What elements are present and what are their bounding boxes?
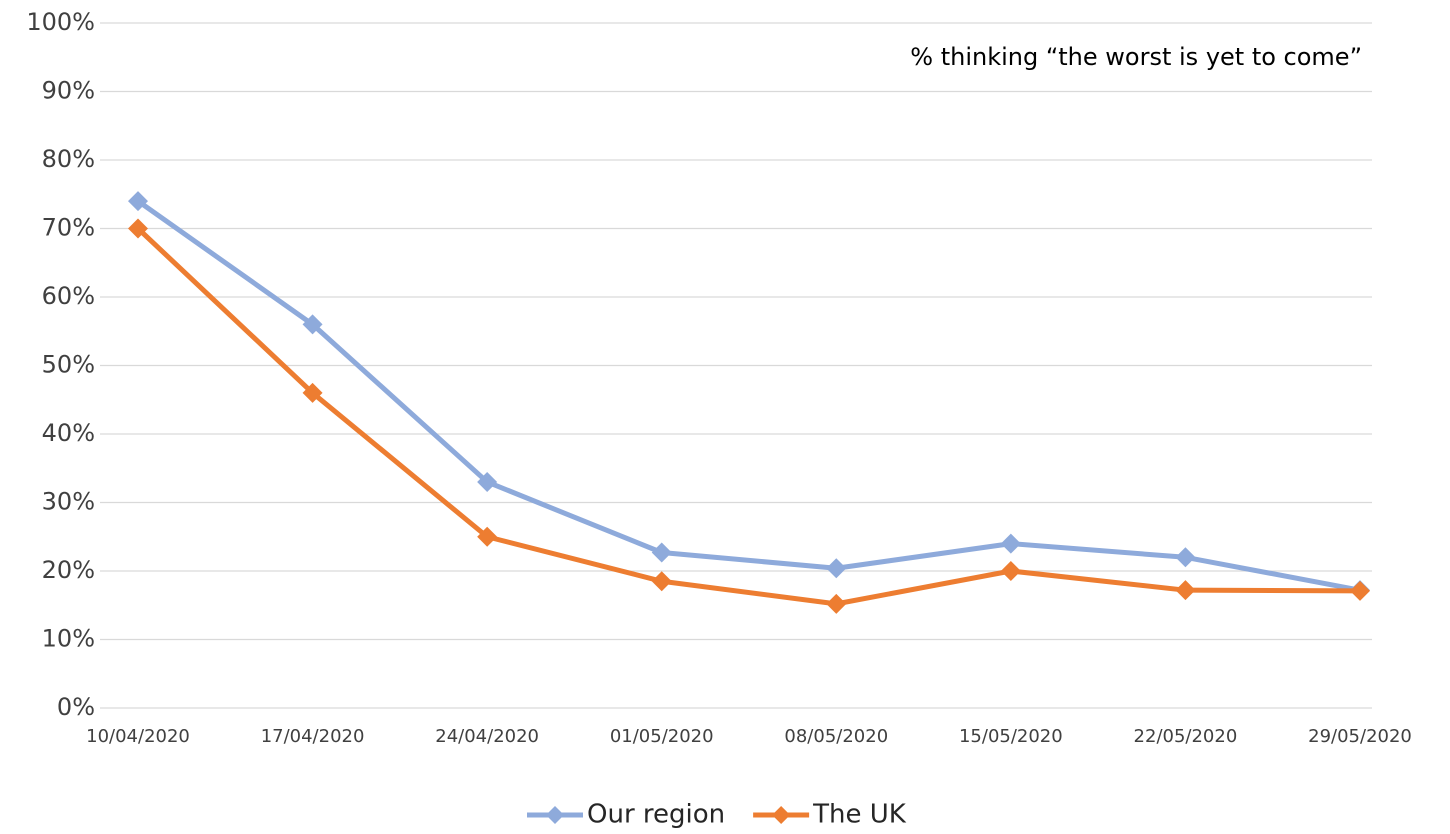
annotation: % thinking “the worst is yet to come” — [910, 43, 1362, 71]
point-marker — [302, 314, 323, 335]
y-tick-label: 80% — [42, 145, 95, 173]
y-tick-label: 40% — [42, 419, 95, 447]
point-marker — [128, 191, 148, 212]
point-marker — [826, 593, 847, 614]
legend-label: Our region — [587, 800, 725, 830]
point-marker — [302, 382, 323, 403]
point-marker — [128, 218, 148, 239]
point-marker — [651, 571, 672, 592]
y-tick-label: 90% — [42, 77, 95, 105]
point-marker — [1000, 561, 1021, 581]
y-tick-label: 10% — [42, 625, 95, 653]
x-tick-label: 08/05/2020 — [784, 726, 888, 747]
x-tick-label: 24/04/2020 — [435, 726, 539, 747]
series-line — [136, 226, 1361, 607]
y-tick-label: 20% — [42, 556, 95, 584]
point-marker — [826, 558, 847, 579]
legend-label: The UK — [812, 800, 907, 830]
x-tick-label: 10/04/2020 — [86, 726, 190, 747]
x-tick-label: 22/05/2020 — [1134, 726, 1238, 747]
x-tick-label: 17/04/2020 — [261, 726, 365, 747]
point-marker — [477, 471, 498, 492]
legend-marker — [546, 806, 564, 824]
point-marker — [651, 542, 672, 563]
x-tick-label: 29/05/2020 — [1308, 726, 1412, 747]
y-tick-label: 100% — [26, 8, 95, 36]
point-marker — [477, 526, 498, 547]
point-marker — [1175, 580, 1196, 601]
x-tick-label: 15/05/2020 — [959, 726, 1063, 747]
y-tick-label: 70% — [42, 214, 95, 242]
y-tick-label: 0% — [57, 693, 95, 721]
x-tick-label: 01/05/2020 — [610, 726, 714, 747]
legend-marker — [772, 806, 791, 824]
point-marker — [1350, 580, 1370, 601]
series-line — [136, 199, 1361, 593]
point-marker — [1175, 547, 1196, 568]
y-tick-label: 30% — [42, 488, 95, 516]
point-marker — [1000, 533, 1021, 554]
y-tick-label: 60% — [42, 282, 95, 310]
y-tick-label: 50% — [42, 351, 95, 379]
